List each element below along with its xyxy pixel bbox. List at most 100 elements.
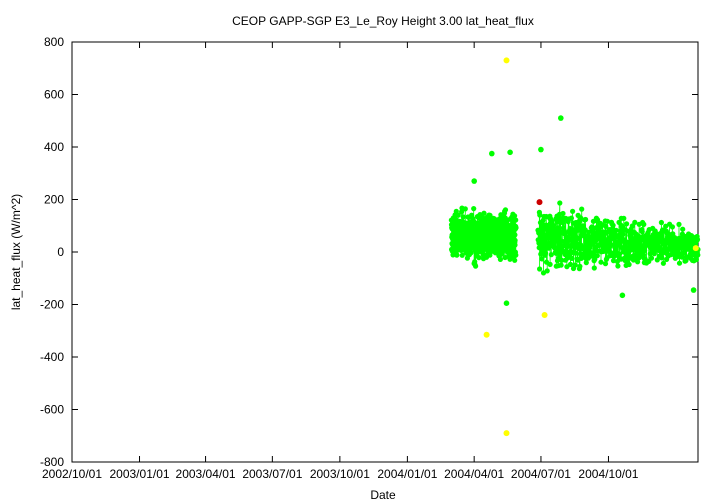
y-tick-label: 200	[44, 193, 64, 207]
data-point	[539, 256, 545, 262]
data-point	[462, 206, 468, 212]
data-point	[511, 213, 518, 219]
data-point	[577, 263, 583, 269]
data-point	[615, 263, 621, 269]
data-point	[676, 221, 682, 227]
data-point	[619, 244, 625, 251]
data-point	[573, 250, 579, 256]
data-point	[594, 253, 600, 259]
data-point	[543, 250, 549, 256]
data-point	[690, 287, 697, 293]
data-point	[538, 146, 544, 153]
x-tick-label: 2004/01/01	[377, 467, 437, 481]
data-point	[659, 255, 665, 261]
data-point	[502, 207, 509, 213]
y-tick-label: 400	[44, 140, 64, 154]
data-series	[448, 115, 701, 307]
y-tick-label: -200	[40, 298, 64, 312]
data-point	[642, 256, 648, 262]
data-point	[460, 214, 466, 220]
y-tick-label: 0	[57, 245, 64, 259]
data-point	[559, 238, 565, 244]
data-point	[507, 149, 513, 156]
data-point	[471, 178, 478, 184]
data-point	[558, 115, 564, 121]
data-point	[641, 221, 647, 227]
x-tick-label: 2002/10/01	[42, 467, 102, 481]
chart-title: CEOP GAPP-SGP E3_Le_Roy Height 3.00 lat_…	[232, 14, 534, 28]
data-point	[583, 260, 589, 266]
data-point	[549, 218, 555, 224]
data-point	[558, 262, 564, 268]
data-point	[624, 221, 630, 227]
data-point	[610, 258, 617, 264]
data-point	[639, 229, 645, 235]
data-point	[512, 232, 518, 238]
data-point	[669, 224, 676, 230]
y-tick-label: 600	[44, 88, 64, 102]
data-point	[613, 227, 619, 233]
y-tick-label: -400	[40, 350, 64, 364]
data-point	[569, 255, 575, 261]
data-point	[621, 215, 627, 221]
data-point	[596, 236, 602, 242]
data-point	[608, 241, 614, 248]
data-point	[487, 252, 493, 258]
data-point	[557, 200, 563, 206]
data-point	[503, 300, 510, 307]
data-point	[459, 252, 465, 258]
data-point	[497, 256, 503, 262]
data-point	[602, 261, 609, 267]
data-point	[580, 223, 586, 229]
data-point	[583, 216, 589, 223]
data-point	[567, 261, 574, 267]
data-point	[512, 237, 518, 243]
data-point	[468, 250, 474, 256]
data-point	[489, 150, 495, 157]
x-tick-label: 2003/04/01	[176, 467, 236, 481]
data-point	[658, 219, 665, 226]
data-point	[544, 268, 550, 274]
data-point	[454, 252, 460, 258]
y-tick-label: -600	[40, 403, 64, 417]
data-point	[693, 257, 700, 263]
data-point	[591, 265, 597, 271]
flagged-point	[503, 430, 510, 437]
data-point	[513, 252, 519, 258]
data-point	[568, 215, 575, 221]
data-point	[512, 257, 518, 263]
data-point	[560, 210, 566, 217]
y-tick-label: -800	[40, 455, 64, 469]
data-point	[559, 257, 565, 263]
data-point	[512, 242, 518, 248]
y-axis-label: lat_heat_flux (W/m^2)	[9, 194, 23, 310]
data-point	[660, 260, 667, 266]
data-point	[455, 212, 461, 218]
data-point	[579, 206, 585, 212]
data-point	[555, 225, 561, 231]
data-point	[679, 254, 685, 260]
data-point	[473, 263, 479, 269]
data-point	[554, 219, 560, 225]
y-axis: -800 -600 -400 -200 0 200 400 600 800	[40, 35, 698, 469]
flagged-points	[483, 57, 699, 437]
x-tick-label: 2003/07/01	[242, 467, 302, 481]
data-point	[513, 217, 519, 223]
data-point	[548, 252, 554, 258]
flagged-point	[541, 312, 548, 318]
data-point	[642, 247, 648, 254]
data-point	[481, 210, 487, 216]
data-point	[513, 225, 519, 231]
x-tick-label: 2003/10/01	[310, 467, 370, 481]
data-point	[648, 255, 655, 261]
x-tick-label: 2004/04/01	[444, 467, 504, 481]
data-point	[572, 262, 578, 268]
data-point	[598, 259, 604, 265]
y-tick-label: 800	[44, 35, 64, 49]
data-point	[578, 215, 584, 221]
x-axis-label: Date	[370, 488, 396, 502]
data-point	[537, 212, 543, 218]
data-point	[632, 219, 638, 225]
data-point	[553, 245, 559, 251]
